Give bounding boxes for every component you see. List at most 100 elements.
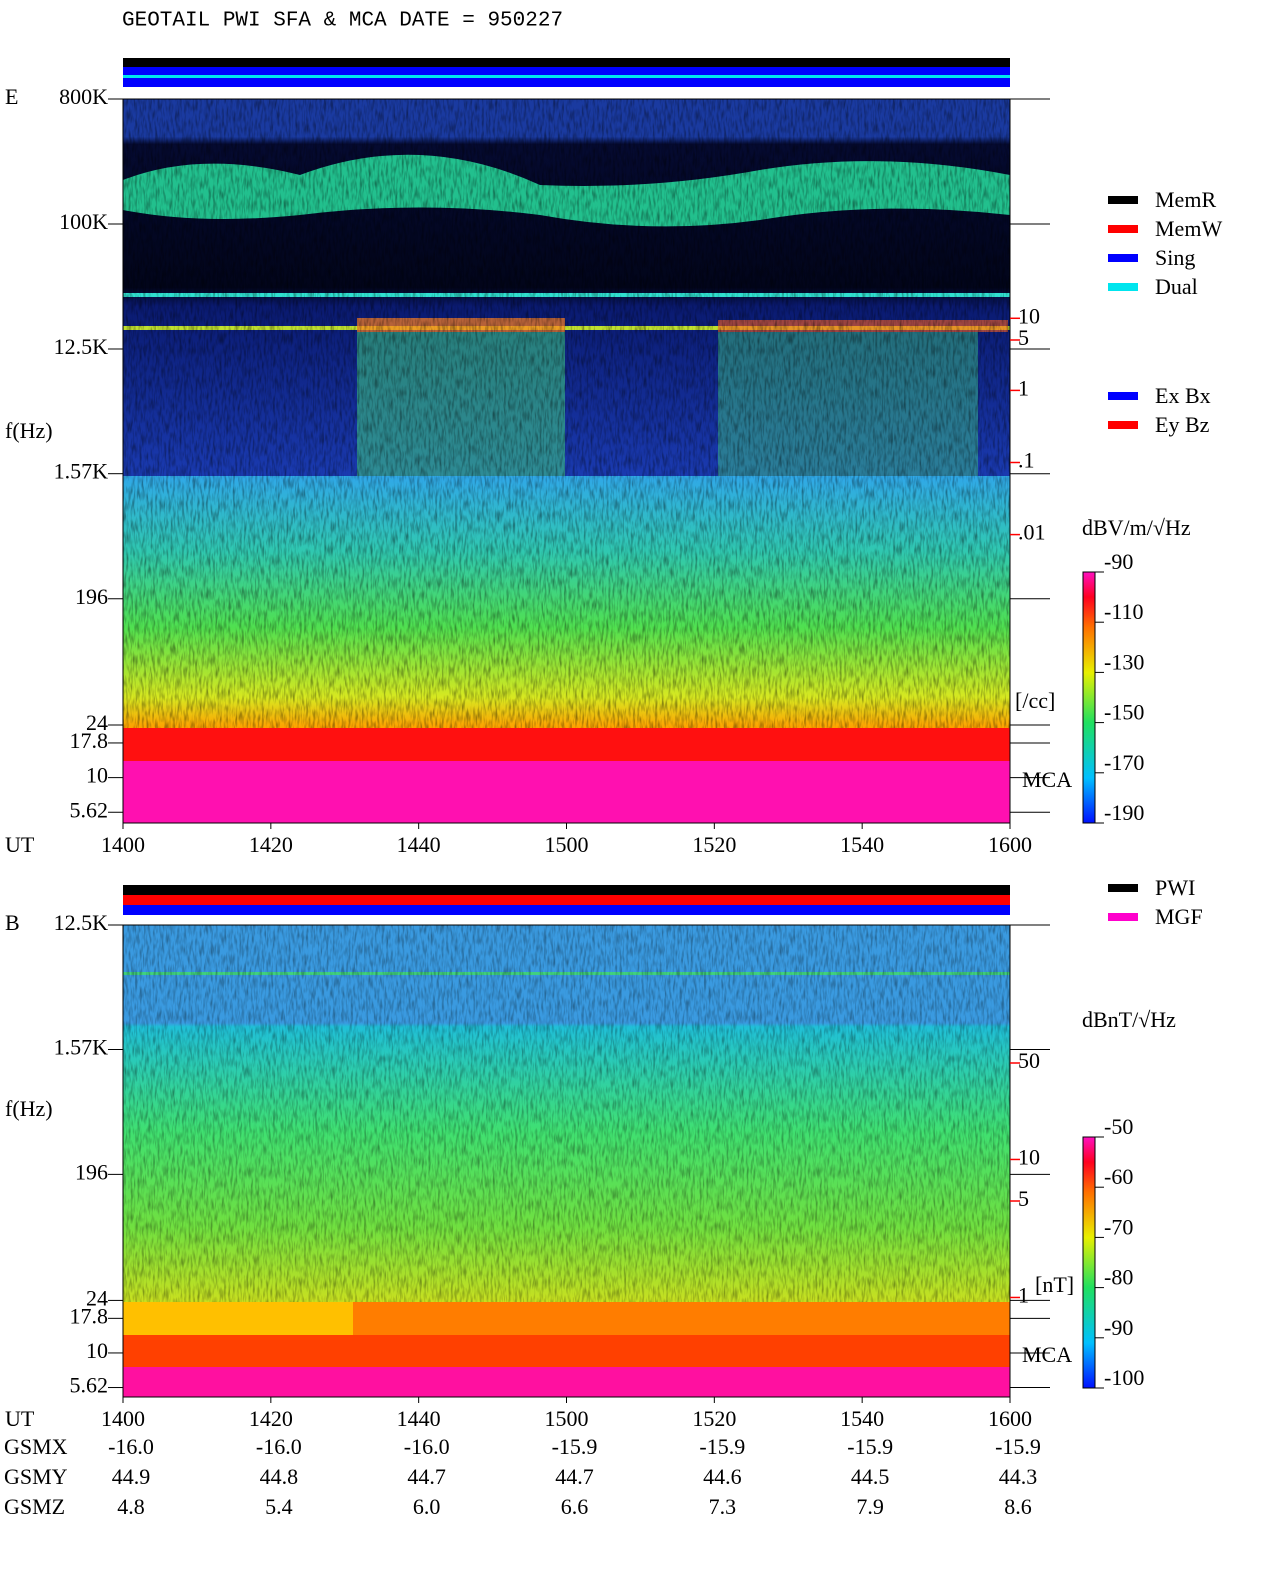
y2-tick-label: 50	[1018, 1048, 1040, 1073]
y2-axis-label: [/cc]	[1015, 688, 1055, 713]
orbit-value: -15.9	[699, 1434, 745, 1459]
legend-swatch	[1108, 254, 1138, 262]
y-tick-label: 17.8	[70, 1303, 109, 1328]
title: GEOTAIL PWI SFA & MCA DATE = 950227	[122, 10, 563, 33]
spectrum-noise	[123, 925, 1010, 1302]
orbit-value: 44.3	[999, 1464, 1038, 1489]
orbit-value: 44.6	[703, 1464, 742, 1489]
spectrogram-e	[123, 99, 1010, 823]
y-tick-label: 196	[75, 584, 108, 609]
legend-swatch	[1108, 196, 1138, 204]
legend-label: Ex Bx	[1155, 383, 1211, 408]
legend-swatch	[1108, 283, 1138, 291]
orbit-value: -15.9	[995, 1434, 1041, 1459]
section-label: MCA	[1022, 1342, 1072, 1367]
colorbar-tick-label: -80	[1104, 1265, 1133, 1290]
orbit-value: -16.0	[108, 1434, 154, 1459]
colorbar-tick-label: -90	[1104, 549, 1133, 574]
legend-label: Sing	[1155, 245, 1195, 270]
orbit-value: 6.0	[413, 1494, 441, 1519]
orbit-value: -16.0	[404, 1434, 450, 1459]
y2-tick-label: 1	[1018, 375, 1029, 400]
orbit-value: 5.4	[265, 1494, 293, 1519]
x-axis-label: UT	[5, 832, 35, 857]
status-bar	[123, 58, 1010, 67]
colorbar	[1082, 1136, 1096, 1389]
colorbar-tick-label: -170	[1104, 750, 1144, 775]
legend-label: Dual	[1155, 274, 1198, 299]
orbit-label: GSMX	[4, 1434, 68, 1459]
y2-tick-label: 10	[1018, 303, 1040, 328]
y-tick-label: 24	[86, 1285, 108, 1310]
colorbar-tick-label: -50	[1104, 1114, 1133, 1139]
section-label: MCA	[1022, 767, 1072, 792]
y2-tick-label: .01	[1018, 520, 1046, 545]
x-tick-label: 1400	[101, 832, 145, 857]
orbit-value: -16.0	[256, 1434, 302, 1459]
panel-label: E	[5, 84, 18, 109]
y-tick-label: 17.8	[70, 728, 109, 753]
x-tick-label: 1440	[397, 832, 441, 857]
orbit-value: 7.9	[856, 1494, 884, 1519]
y-tick-label: 5.62	[70, 1373, 109, 1398]
legend-swatch	[1108, 225, 1138, 233]
orbit-value: 8.6	[1004, 1494, 1032, 1519]
x-tick-label: 1420	[249, 832, 293, 857]
x-tick-label: 1520	[692, 832, 736, 857]
x-tick-label: 1500	[545, 1406, 589, 1431]
y-tick-label: 100K	[59, 209, 108, 234]
x-tick-label: 1540	[840, 1406, 884, 1431]
legend-label: PWI	[1155, 875, 1195, 900]
colorbar-tick-label: -130	[1104, 649, 1144, 674]
orbit-value: 44.8	[260, 1464, 299, 1489]
status-bar	[123, 895, 1010, 905]
x-tick-label: 1540	[840, 832, 884, 857]
orbit-label: GSMY	[4, 1464, 68, 1489]
legend-label: MGF	[1155, 904, 1203, 929]
y-tick-label: 10	[86, 763, 108, 788]
x-tick-label: 1420	[249, 1406, 293, 1431]
y2-axis-label: [nT]	[1035, 1272, 1074, 1297]
y2-tick-label: 10	[1018, 1145, 1040, 1170]
mca-band	[353, 1302, 1010, 1335]
y-tick-label: 1.57K	[54, 459, 109, 484]
x-tick-label: 1520	[692, 1406, 736, 1431]
y-axis-label: f(Hz)	[5, 418, 53, 443]
y-axis-label: f(Hz)	[5, 1096, 53, 1121]
orbit-value: 44.7	[407, 1464, 446, 1489]
panel-label: B	[5, 910, 20, 935]
x-tick-label: 1500	[545, 832, 589, 857]
legend-label: Ey Bz	[1155, 412, 1210, 437]
legend-swatch	[1108, 421, 1138, 429]
mca-band	[123, 1335, 1010, 1367]
y-tick-label: 12.5K	[54, 334, 109, 359]
orbit-value: -15.9	[552, 1434, 598, 1459]
y2-tick-label: 1	[1018, 1283, 1029, 1308]
mca-band	[123, 761, 1010, 823]
colorbar-tick-label: -100	[1104, 1365, 1144, 1390]
spectrum-noise	[123, 99, 1010, 728]
orbit-value: 44.9	[112, 1464, 151, 1489]
mca-band	[123, 1367, 1010, 1397]
legend-swatch	[1108, 913, 1138, 921]
y-tick-label: 5.62	[70, 797, 109, 822]
orbit-value: -15.9	[847, 1434, 893, 1459]
colorbar-tick-label: -150	[1104, 700, 1144, 725]
colorbar-tick-label: -60	[1104, 1164, 1133, 1189]
legend-swatch	[1108, 884, 1138, 892]
y-tick-label: 24	[86, 710, 108, 735]
spectrogram-b	[123, 925, 1010, 1397]
mca-band	[123, 728, 1010, 761]
y-tick-label: 1.57K	[54, 1035, 109, 1060]
x-tick-label: 1600	[988, 1406, 1032, 1431]
status-bar	[123, 75, 1010, 78]
orbit-label: GSMZ	[4, 1494, 65, 1519]
colorbar-tick-label: -110	[1104, 599, 1144, 624]
status-bar	[123, 885, 1010, 895]
orbit-value: 44.7	[555, 1464, 594, 1489]
colorbar-label: dBV/m/√Hz	[1082, 515, 1191, 540]
y2-tick-label: 5	[1018, 1186, 1029, 1211]
orbit-value: 4.8	[117, 1494, 145, 1519]
orbit-value: 6.6	[561, 1494, 589, 1519]
